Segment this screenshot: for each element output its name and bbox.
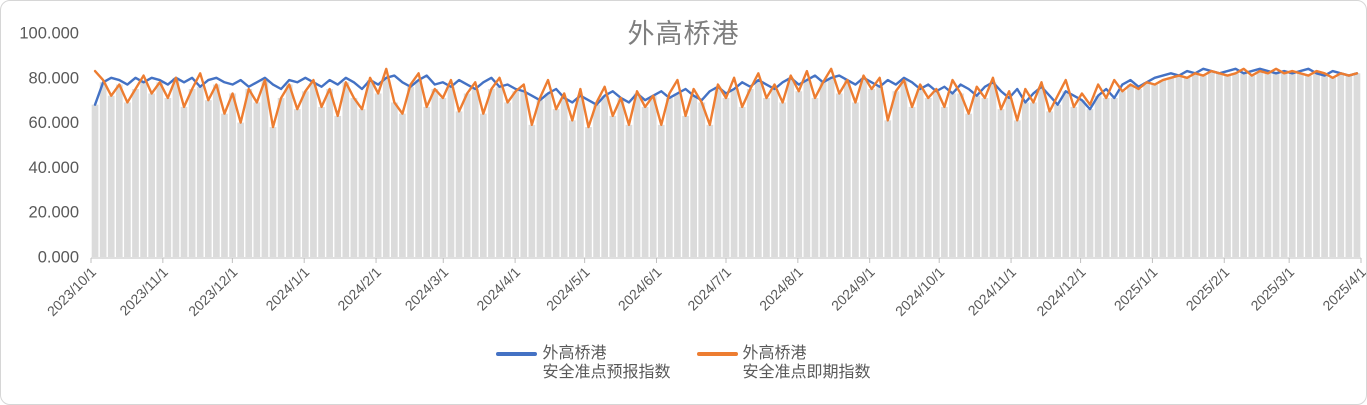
svg-text:2024/10/1: 2024/10/1 (892, 264, 948, 320)
legend-label-spot: 外高桥港 安全准点即期指数 (743, 344, 871, 382)
svg-text:2024/4/1: 2024/4/1 (473, 264, 523, 314)
svg-text:2025/1/1: 2025/1/1 (1111, 264, 1161, 314)
svg-text:2024/3/1: 2024/3/1 (402, 264, 452, 314)
svg-text:2024/11/1: 2024/11/1 (965, 264, 1020, 319)
chart-title: 外高桥港 (627, 19, 740, 49)
legend-spot-line1: 外高桥港 (742, 345, 807, 362)
spot-line-icon (696, 352, 738, 356)
legend-label-forecast: 外高桥港 安全准点预报指数 (542, 344, 670, 382)
svg-text:2024/6/1: 2024/6/1 (615, 264, 665, 314)
legend: 外高桥港 安全准点预报指数 外高桥港 安全准点即期指数 (1, 344, 1366, 382)
svg-text:2024/2/1: 2024/2/1 (334, 264, 384, 314)
svg-text:0.000: 0.000 (38, 249, 79, 267)
svg-text:2024/9/1: 2024/9/1 (828, 264, 878, 314)
svg-text:2023/12/1: 2023/12/1 (185, 264, 241, 320)
svg-text:2025/2/1: 2025/2/1 (1183, 264, 1233, 314)
svg-text:2023/11/1: 2023/11/1 (116, 264, 171, 319)
svg-text:20.000: 20.000 (29, 204, 79, 222)
svg-text:2024/5/1: 2024/5/1 (543, 264, 593, 314)
svg-text:100.000: 100.000 (19, 25, 79, 43)
svg-text:40.000: 40.000 (29, 159, 79, 177)
svg-text:80.000: 80.000 (29, 69, 79, 87)
svg-text:2024/1/1: 2024/1/1 (262, 264, 312, 314)
svg-text:2024/7/1: 2024/7/1 (684, 264, 734, 314)
legend-forecast-line1: 外高桥港 (542, 345, 607, 362)
legend-spot-line2: 安全准点即期指数 (742, 364, 871, 381)
legend-item-spot: 外高桥港 安全准点即期指数 (696, 344, 871, 382)
svg-text:2024/12/1: 2024/12/1 (1033, 264, 1089, 320)
svg-text:60.000: 60.000 (29, 114, 79, 132)
svg-text:2023/10/1: 2023/10/1 (44, 264, 100, 320)
legend-forecast-line2: 安全准点预报指数 (542, 364, 671, 381)
svg-text:2025/3/1: 2025/3/1 (1247, 264, 1297, 314)
svg-text:2024/8/1: 2024/8/1 (756, 264, 806, 314)
svg-text:2025/4/1: 2025/4/1 (1319, 264, 1367, 314)
forecast-line-icon (496, 352, 538, 356)
legend-item-forecast: 外高桥港 安全准点预报指数 (496, 344, 671, 382)
